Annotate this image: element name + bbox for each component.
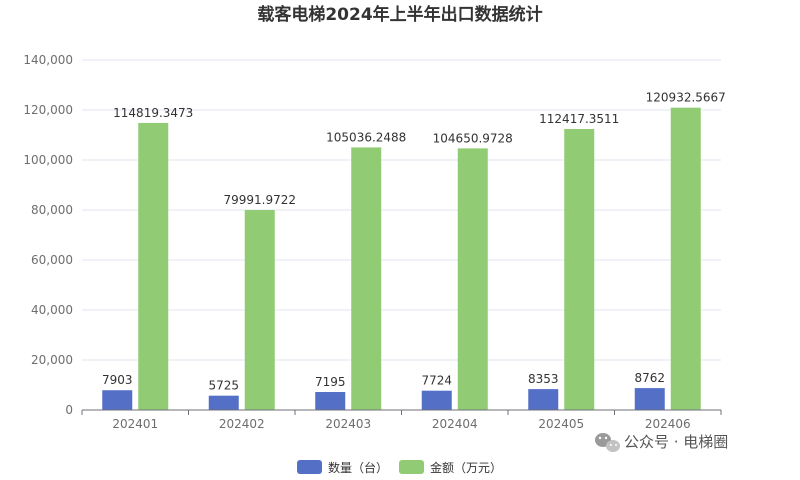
y-tick-label: 0 [65,403,73,417]
bar-quantity-202403[interactable] [315,392,346,410]
data-label-amount-202401: 114819.3473 [113,106,193,120]
data-labels: 7903 114819.3473 5725 79991.9722 7195 105036.… [102,91,726,393]
y-tick-label: 80,000 [31,203,73,217]
watermark: 公众号 · 电梯圈 [595,433,728,452]
data-label-amount-202404: 104650.9728 [433,131,513,145]
y-tick-label: 60,000 [31,253,73,267]
watermark-text: 公众号 · 电梯圈 [624,433,728,451]
bar-amount-202406[interactable] [670,107,701,411]
y-tick-label: 20,000 [31,353,73,367]
data-label-quantity-202405: 8353 [528,372,559,386]
data-label-quantity-202406: 8762 [634,371,665,385]
grid-lines [82,59,721,361]
legend-swatch-amount[interactable] [399,460,424,474]
y-tick-label: 100,000 [23,153,73,167]
y-tick-label: 140,000 [23,53,73,67]
y-tick-label: 120,000 [23,103,73,117]
bar-amount-202404[interactable] [457,148,488,411]
bar-quantity-202402[interactable] [208,395,239,410]
wechat-icon [595,433,620,452]
bar-quantity-202405[interactable] [528,389,559,410]
bar-amount-202405[interactable] [564,128,595,411]
y-tick-label: 40,000 [31,303,73,317]
bar-amount-202403[interactable] [351,147,382,411]
legend-label-quantity[interactable]: 数量（台） [328,460,388,475]
legend-label-amount[interactable]: 金额（万元） [430,460,502,475]
data-label-amount-202405: 112417.3511 [539,112,619,126]
bars [102,107,701,411]
x-tick-label: 202401 [112,417,158,431]
x-tick-label: 202405 [538,417,584,431]
bar-amount-202402[interactable] [244,210,275,410]
x-tick-label: 202406 [645,417,691,431]
bar-quantity-202404[interactable] [421,390,452,410]
x-tick-label: 202404 [432,417,478,431]
y-axis-ticks: 0 20,000 40,000 60,000 80,000 100,000 120,000 1… [23,53,73,417]
data-label-quantity-202401: 7903 [102,373,133,387]
data-label-quantity-202404: 7724 [421,374,452,388]
bar-amount-202401[interactable] [138,122,169,410]
data-label-amount-202403: 105036.2488 [326,130,406,144]
x-tick-label: 202403 [325,417,371,431]
data-label-amount-202406: 120932.5667 [646,91,726,105]
data-label-quantity-202402: 5725 [208,379,239,393]
data-label-quantity-202403: 7195 [315,375,346,389]
bar-quantity-202406[interactable] [634,388,665,410]
x-axis: 202401 202402 202403 202404 202405 202406 [81,409,722,431]
legend-swatch-quantity[interactable] [297,460,322,474]
x-tick-label: 202402 [219,417,265,431]
legend[interactable]: 数量（台） 金额（万元） [297,460,502,475]
data-label-amount-202402: 79991.9722 [223,193,296,207]
chart-title: 载客电梯2024年上半年出口数据统计 [257,4,542,25]
bar-quantity-202401[interactable] [102,390,133,410]
